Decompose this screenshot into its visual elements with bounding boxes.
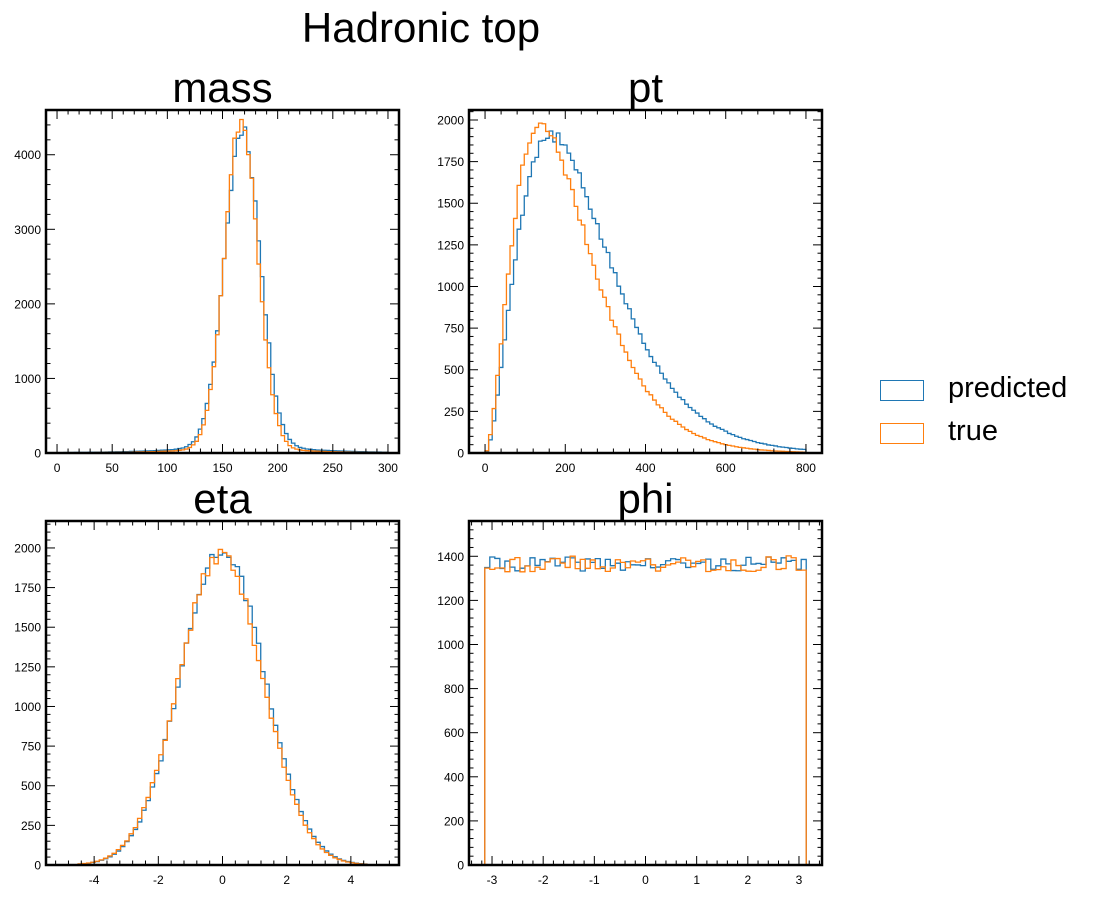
series-true-eta bbox=[77, 548, 368, 865]
x-tick-label-phi-0: -3 bbox=[487, 873, 498, 887]
y-tick-label-pt-8: 2000 bbox=[437, 113, 464, 127]
panel-pt: pt 0 200 400 600 800 0 250 500 750 1000 1250 1500 175… bbox=[437, 64, 824, 475]
series-true-phi bbox=[484, 555, 807, 865]
panel-title-phi: phi bbox=[617, 475, 673, 522]
x-tick-label-mass-6: 300 bbox=[378, 461, 398, 475]
y-tick-label-phi-5: 1000 bbox=[437, 638, 464, 652]
y-tick-label-mass-0: 0 bbox=[34, 447, 41, 461]
y-tick-label-eta-5: 1250 bbox=[14, 660, 41, 674]
y-tick-label-phi-6: 1200 bbox=[437, 594, 464, 608]
x-tick-label-phi-5: 2 bbox=[744, 873, 751, 887]
x-tick-label-pt-2: 400 bbox=[635, 461, 655, 475]
series-predicted-pt bbox=[484, 130, 807, 453]
series-predicted-eta bbox=[77, 552, 368, 865]
y-tick-label-pt-7: 1750 bbox=[437, 155, 464, 169]
y-tick-label-phi-0: 0 bbox=[457, 859, 464, 873]
y-tick-label-phi-2: 400 bbox=[444, 770, 464, 784]
y-tick-label-mass-3: 3000 bbox=[14, 223, 41, 237]
axes-frame-eta bbox=[44, 519, 401, 867]
series-true-mass bbox=[56, 118, 389, 453]
x-tick-label-mass-2: 100 bbox=[157, 461, 177, 475]
x-tick-label-mass-0: 0 bbox=[54, 461, 61, 475]
x-tick-label-pt-3: 600 bbox=[716, 461, 736, 475]
x-tick-label-eta-1: -2 bbox=[153, 873, 164, 887]
panel-phi: phi -3 -2 -1 0 1 2 3 0 200 400 600 800 1000 1200 1400 bbox=[437, 475, 824, 887]
x-tick-label-pt-4: 800 bbox=[796, 461, 816, 475]
x-tick-label-mass-5: 250 bbox=[323, 461, 343, 475]
x-tick-label-phi-1: -2 bbox=[538, 873, 549, 887]
y-tick-label-mass-4: 4000 bbox=[14, 148, 41, 162]
panel-title-pt: pt bbox=[628, 64, 663, 111]
x-tick-label-mass-4: 200 bbox=[268, 461, 288, 475]
panel-title-eta: eta bbox=[193, 475, 252, 522]
y-tick-label-pt-4: 1000 bbox=[437, 280, 464, 294]
y-tick-label-mass-2: 2000 bbox=[14, 297, 41, 311]
x-tick-label-eta-0: -4 bbox=[89, 873, 100, 887]
y-tick-label-eta-8: 2000 bbox=[14, 541, 41, 555]
axes-frame-phi bbox=[467, 519, 824, 867]
y-tick-label-pt-2: 500 bbox=[444, 363, 464, 377]
panel-eta: eta -4 -2 0 2 4 0 250 500 750 1000 1250 1500 1750 2000 bbox=[14, 475, 401, 887]
series-predicted-phi bbox=[484, 556, 807, 865]
y-tick-label-eta-3: 750 bbox=[21, 740, 41, 754]
y-tick-label-eta-1: 250 bbox=[21, 819, 41, 833]
y-tick-label-mass-1: 1000 bbox=[14, 372, 41, 386]
x-tick-label-phi-4: 1 bbox=[693, 873, 700, 887]
x-tick-label-eta-3: 2 bbox=[283, 873, 290, 887]
y-tick-label-eta-0: 0 bbox=[34, 859, 41, 873]
axes-frame-mass bbox=[44, 108, 401, 455]
x-tick-label-mass-1: 50 bbox=[106, 461, 120, 475]
axes-frame-pt bbox=[467, 108, 824, 455]
x-tick-label-pt-1: 200 bbox=[555, 461, 575, 475]
legend-swatch-true bbox=[880, 423, 924, 444]
y-tick-label-pt-6: 1500 bbox=[437, 197, 464, 211]
x-tick-label-phi-6: 3 bbox=[796, 873, 803, 887]
y-tick-label-eta-2: 500 bbox=[21, 779, 41, 793]
y-tick-label-pt-3: 750 bbox=[444, 322, 464, 336]
x-tick-label-phi-3: 0 bbox=[642, 873, 649, 887]
x-tick-label-mass-3: 150 bbox=[212, 461, 232, 475]
y-tick-label-phi-3: 600 bbox=[444, 726, 464, 740]
x-tick-label-phi-2: -1 bbox=[589, 873, 600, 887]
y-tick-label-eta-6: 1500 bbox=[14, 621, 41, 635]
legend-item-true: true bbox=[878, 415, 1088, 458]
legend-item-predicted: predicted bbox=[878, 372, 1088, 415]
legend-label-true: true bbox=[948, 415, 998, 447]
y-tick-label-pt-0: 0 bbox=[457, 447, 464, 461]
y-tick-label-phi-1: 200 bbox=[444, 814, 464, 828]
legend-label-predicted: predicted bbox=[948, 372, 1068, 404]
legend: predicted true bbox=[878, 372, 1088, 458]
y-tick-label-eta-7: 1750 bbox=[14, 581, 41, 595]
x-tick-label-pt-0: 0 bbox=[482, 461, 489, 475]
x-tick-label-eta-2: 0 bbox=[219, 873, 226, 887]
legend-swatch-predicted bbox=[880, 380, 924, 401]
x-tick-label-eta-4: 4 bbox=[348, 873, 355, 887]
figure-suptitle: Hadronic top bbox=[302, 4, 540, 51]
y-tick-label-pt-1: 250 bbox=[444, 405, 464, 419]
panel-title-mass: mass bbox=[172, 64, 272, 111]
y-tick-label-pt-5: 1250 bbox=[437, 238, 464, 252]
series-true-pt bbox=[484, 122, 807, 453]
y-tick-label-eta-4: 1000 bbox=[14, 700, 41, 714]
y-tick-label-phi-7: 1400 bbox=[437, 550, 464, 564]
y-tick-label-phi-4: 800 bbox=[444, 682, 464, 696]
